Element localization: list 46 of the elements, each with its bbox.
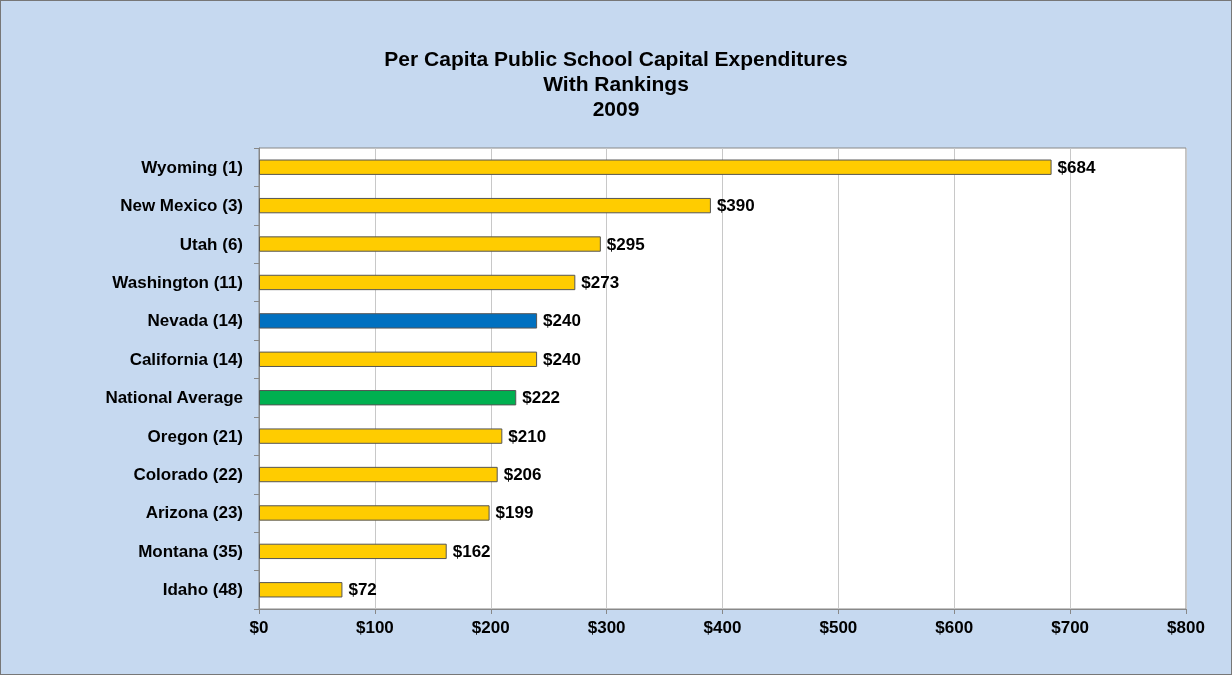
- bar: [259, 351, 538, 367]
- bar: [259, 505, 490, 521]
- bar: [259, 274, 576, 291]
- x-tick-label: $400: [703, 618, 742, 637]
- bar: [259, 543, 447, 560]
- y-tick-label: Nevada (14): [147, 311, 243, 331]
- y-tick-label: New Mexico (3): [120, 196, 243, 216]
- x-tick-label: $100: [355, 618, 394, 637]
- data-label: $199: [495, 503, 534, 523]
- chart-title: Per Capita Public School Capital Expenditures With Rankings 2009: [384, 47, 848, 120]
- x-tick-label: $800: [1167, 618, 1205, 637]
- data-label: $222: [522, 388, 561, 408]
- data-label: $684: [1057, 157, 1096, 177]
- bar: [259, 313, 538, 329]
- data-label: $240: [543, 349, 581, 369]
- bar: [259, 582, 343, 598]
- bar: [259, 236, 601, 252]
- y-tick-label: Montana (35): [138, 541, 243, 561]
- y-tick-label: Washington (11): [112, 272, 243, 292]
- x-tick-label: $600: [935, 618, 974, 637]
- bar: [259, 197, 711, 214]
- y-tick-label: Utah (6): [179, 234, 243, 254]
- data-label: $206: [503, 465, 542, 485]
- data-label: $273: [581, 272, 620, 292]
- x-tick-label: $0: [249, 618, 269, 637]
- data-label: $72: [348, 580, 377, 600]
- x-tick-label: $300: [587, 618, 626, 637]
- x-tick-label: $200: [471, 618, 510, 637]
- bar: [259, 466, 498, 483]
- bar: [259, 428, 503, 444]
- x-tick-label: $700: [1051, 618, 1090, 637]
- bar: [259, 159, 1052, 175]
- y-tick-label: Wyoming (1): [141, 157, 243, 177]
- y-tick-label: California (14): [129, 349, 243, 369]
- data-label: $240: [543, 311, 581, 331]
- y-tick-label: Idaho (48): [162, 580, 243, 600]
- data-label: $162: [452, 541, 491, 561]
- bar: [259, 390, 517, 406]
- data-label: $210: [508, 426, 547, 446]
- x-tick-label: $500: [819, 618, 858, 637]
- data-label: $390: [716, 196, 755, 216]
- y-tick-label: Arizona (23): [145, 503, 243, 523]
- data-label: $295: [606, 234, 645, 254]
- y-tick-label: Colorado (22): [133, 465, 243, 485]
- y-tick-label: Oregon (21): [147, 426, 243, 446]
- y-tick-label: National Average: [105, 388, 243, 408]
